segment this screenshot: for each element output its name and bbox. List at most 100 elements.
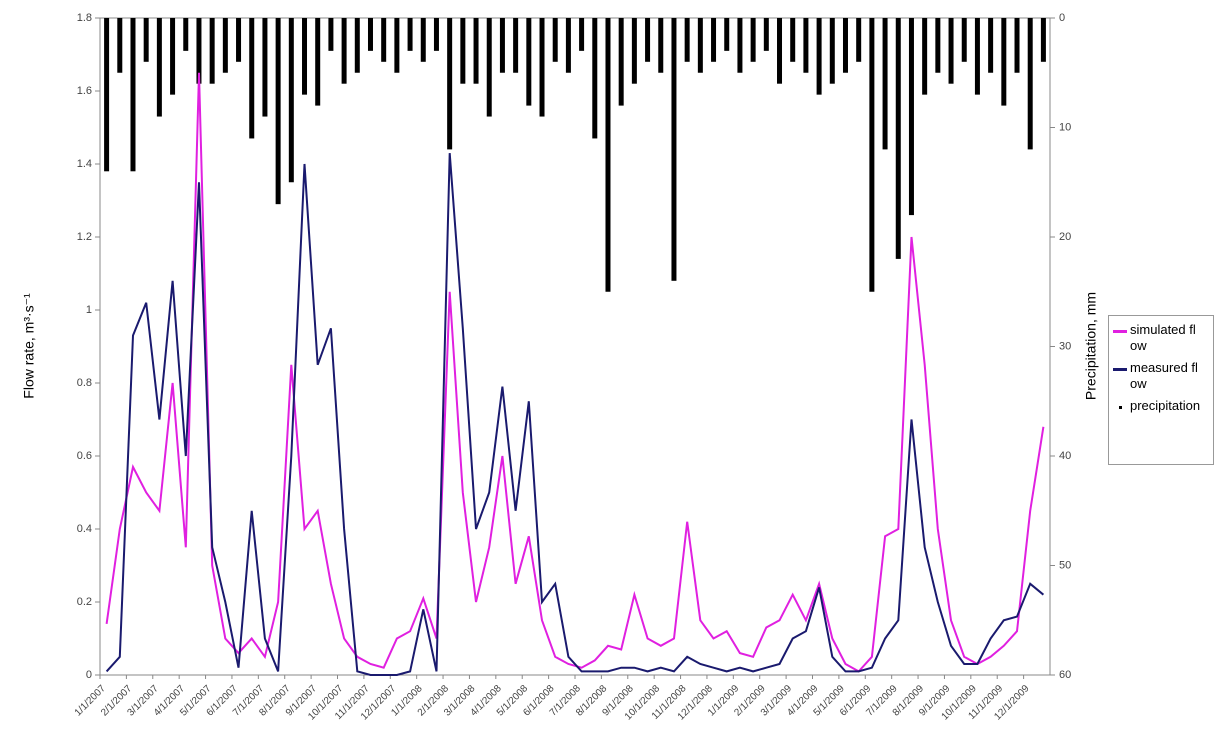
y2-tick-label: 60	[1059, 669, 1071, 681]
y2-tick-label: 0	[1059, 12, 1065, 24]
precipitation-bar	[249, 18, 255, 139]
precipitation-bar	[974, 18, 980, 95]
precipitation-bar	[262, 18, 268, 117]
legend-label: simulated flow	[1130, 322, 1196, 353]
precipitation-bar	[895, 18, 901, 259]
precipitation-bar	[222, 18, 228, 73]
y-tick-label: 0.2	[77, 596, 92, 608]
precipitation-bar	[367, 18, 373, 51]
precipitation-bar	[499, 18, 505, 73]
precipitation-bar	[407, 18, 413, 51]
y2-tick-label: 20	[1059, 231, 1071, 243]
precipitation-bar	[790, 18, 796, 62]
precipitation-bar	[460, 18, 466, 84]
precipitation-bar	[829, 18, 835, 84]
precipitation-bar	[908, 18, 914, 216]
precipitation-bar	[842, 18, 848, 73]
precipitation-bar	[394, 18, 400, 73]
precipitation-bar	[750, 18, 756, 62]
y-tick-label: 1.2	[77, 231, 92, 243]
y2-tick-label: 10	[1059, 121, 1071, 133]
precipitation-bar	[1014, 18, 1020, 73]
precipitation-bar	[447, 18, 453, 150]
precipitation-bar	[143, 18, 149, 62]
legend: simulated flow measured flow precipitation	[1108, 315, 1214, 465]
precipitation-bar	[236, 18, 242, 62]
precipitation-bar	[763, 18, 769, 51]
precipitation-bar	[948, 18, 954, 84]
precipitation-bar	[856, 18, 862, 62]
precipitation-bar	[341, 18, 347, 84]
precipitation-bar	[684, 18, 690, 62]
precipitation-bar	[935, 18, 941, 73]
precipitation-bar	[777, 18, 783, 84]
precipitation-bar	[117, 18, 123, 73]
legend-item: measured flow	[1113, 360, 1209, 392]
precipitation-bar	[473, 18, 479, 84]
precipitation-bar	[275, 18, 281, 205]
y-tick-label: 0.8	[77, 377, 92, 389]
precipitation-bar	[579, 18, 585, 51]
legend-swatch	[1113, 330, 1127, 333]
y-tick-label: 0	[86, 669, 92, 681]
y2-tick-label: 30	[1059, 340, 1071, 352]
precipitation-bar	[711, 18, 717, 62]
precipitation-bar	[381, 18, 387, 62]
precipitation-bar	[803, 18, 809, 73]
legend-item: precipitation	[1113, 398, 1209, 414]
precipitation-bar	[592, 18, 598, 139]
precipitation-bar	[658, 18, 664, 73]
legend-swatch	[1119, 406, 1122, 409]
precipitation-bar	[526, 18, 532, 106]
precipitation-bar	[130, 18, 136, 172]
precipitation-bar	[618, 18, 624, 106]
precipitation-bar	[513, 18, 519, 73]
legend-swatch	[1113, 368, 1127, 371]
legend-label: precipitation	[1130, 398, 1201, 413]
precipitation-bar	[315, 18, 321, 106]
precipitation-bar	[170, 18, 176, 95]
legend-label: measured flow	[1130, 360, 1198, 391]
precipitation-bar	[552, 18, 558, 62]
precipitation-bar	[1001, 18, 1007, 106]
precipitation-bar	[565, 18, 571, 73]
precipitation-bar	[209, 18, 215, 84]
precipitation-bar	[156, 18, 162, 117]
precipitation-bar	[697, 18, 703, 73]
y-tick-label: 1.8	[77, 12, 92, 24]
precipitation-bar	[1040, 18, 1046, 62]
precipitation-bar	[539, 18, 545, 117]
precipitation-bar	[302, 18, 308, 95]
y2-tick-label: 50	[1059, 559, 1071, 571]
precipitation-bar	[671, 18, 677, 281]
precipitation-bar	[1027, 18, 1033, 150]
precipitation-bar	[196, 18, 202, 84]
precipitation-bar	[724, 18, 730, 51]
precipitation-bar	[354, 18, 360, 73]
precipitation-bar	[605, 18, 611, 292]
precipitation-bar	[183, 18, 189, 51]
y-tick-label: 1	[86, 304, 92, 316]
flow-line	[105, 72, 1045, 673]
y2-tick-label: 40	[1059, 450, 1071, 462]
flow-line	[105, 153, 1045, 676]
precipitation-bar	[433, 18, 439, 51]
precipitation-bar	[816, 18, 822, 95]
precipitation-bar	[420, 18, 426, 62]
precipitation-bar	[631, 18, 637, 84]
legend-item: simulated flow	[1113, 322, 1209, 354]
precipitation-bar	[869, 18, 875, 292]
precipitation-bar	[645, 18, 651, 62]
y-tick-label: 1.4	[77, 158, 92, 170]
precipitation-bar	[922, 18, 928, 95]
precipitation-bar	[104, 18, 110, 172]
y-tick-label: 0.6	[77, 450, 92, 462]
precipitation-bar	[288, 18, 294, 183]
y-tick-label: 0.4	[77, 523, 92, 535]
precipitation-bar	[486, 18, 492, 117]
precipitation-bar	[961, 18, 967, 62]
y2-axis-title: Precipitation, mm	[1083, 292, 1099, 400]
precipitation-bar	[737, 18, 743, 73]
precipitation-bar	[328, 18, 334, 51]
